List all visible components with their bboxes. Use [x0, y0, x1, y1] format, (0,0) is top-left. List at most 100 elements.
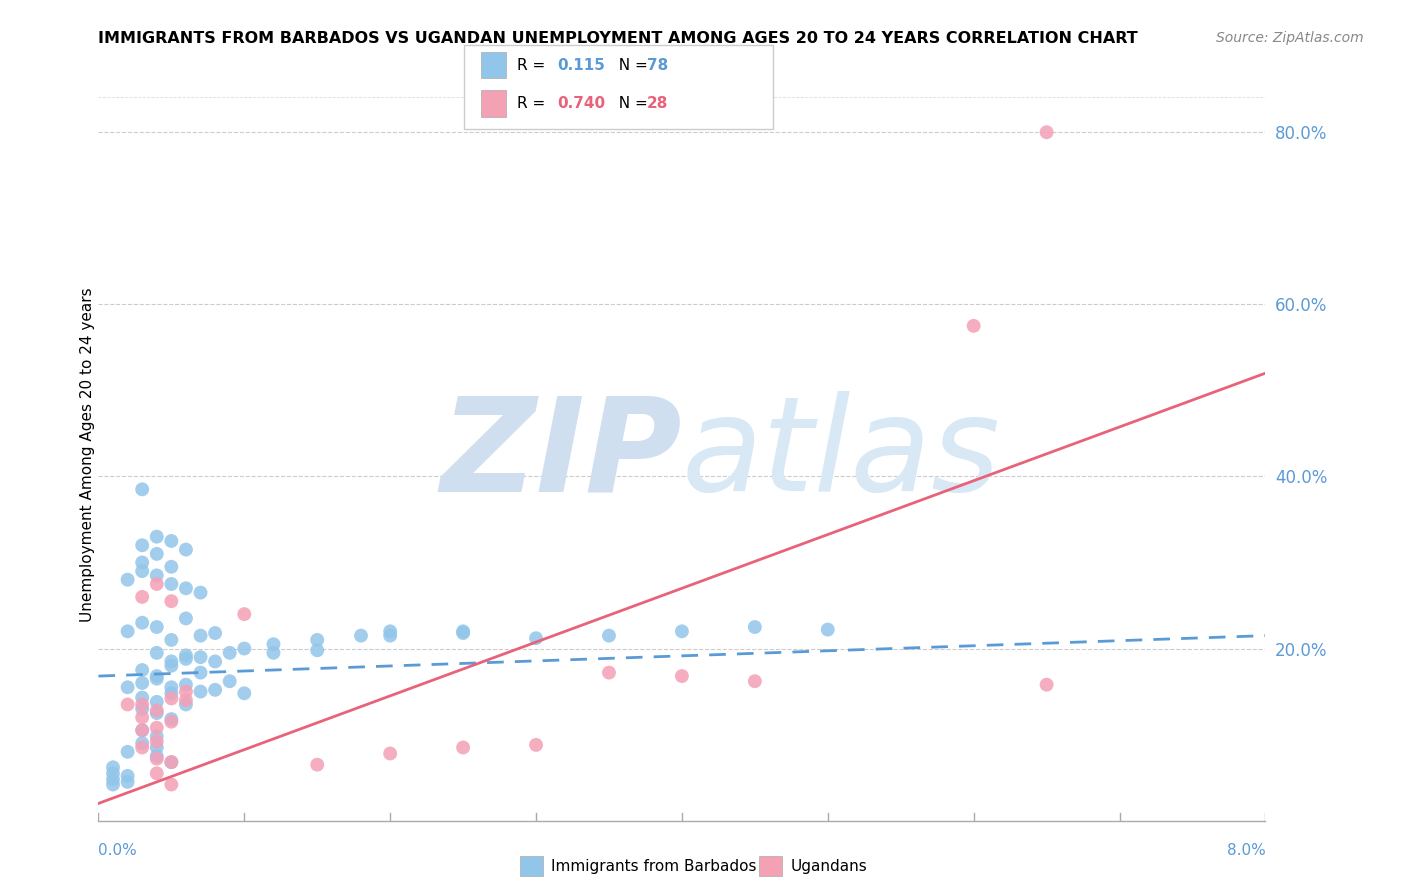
Point: [524, 631, 547, 645]
Point: [131, 676, 153, 690]
Text: R =: R =: [517, 95, 551, 111]
Point: [160, 577, 183, 591]
Point: [101, 772, 124, 787]
Point: [451, 624, 474, 639]
Point: [146, 577, 169, 591]
Point: [101, 766, 124, 780]
Text: N =: N =: [609, 95, 652, 111]
Point: [262, 646, 284, 660]
Point: [671, 669, 693, 683]
Point: [131, 736, 153, 750]
Text: 8.0%: 8.0%: [1226, 843, 1265, 858]
Point: [101, 760, 124, 774]
Point: [233, 641, 256, 656]
Point: [1035, 678, 1057, 692]
Point: [160, 658, 183, 673]
Point: [174, 542, 197, 557]
Point: [131, 538, 153, 552]
Point: [174, 698, 197, 712]
Point: [598, 629, 620, 643]
Point: [174, 648, 197, 663]
Point: [117, 775, 139, 789]
Point: [160, 714, 183, 729]
Point: [146, 646, 169, 660]
Point: [451, 740, 474, 755]
Point: [146, 669, 169, 683]
Point: [146, 729, 169, 743]
Text: ZIP: ZIP: [440, 392, 682, 518]
Point: [160, 655, 183, 669]
Text: 0.115: 0.115: [557, 58, 605, 72]
Point: [204, 655, 226, 669]
Point: [160, 559, 183, 574]
Point: [262, 637, 284, 651]
Text: Source: ZipAtlas.com: Source: ZipAtlas.com: [1216, 31, 1364, 45]
Point: [117, 745, 139, 759]
Point: [204, 626, 226, 640]
Point: [146, 721, 169, 735]
Point: [101, 777, 124, 791]
Point: [160, 594, 183, 608]
Point: [174, 684, 197, 698]
Text: atlas: atlas: [682, 392, 1001, 518]
Point: [1035, 125, 1057, 139]
Point: [131, 663, 153, 677]
Point: [160, 755, 183, 769]
Point: [190, 665, 212, 680]
Point: [233, 686, 256, 700]
Point: [190, 650, 212, 665]
Point: [146, 568, 169, 582]
Point: [174, 582, 197, 596]
Point: [174, 693, 197, 707]
Point: [146, 734, 169, 748]
Point: [671, 624, 693, 639]
Point: [307, 757, 329, 772]
Point: [744, 620, 766, 634]
Point: [174, 678, 197, 692]
Point: [131, 740, 153, 755]
Point: [307, 643, 329, 657]
Point: [962, 318, 984, 333]
Point: [117, 573, 139, 587]
Point: [117, 680, 139, 694]
Point: [451, 626, 474, 640]
Point: [131, 723, 153, 738]
Point: [146, 547, 169, 561]
Point: [307, 632, 329, 647]
Point: [146, 704, 169, 718]
Text: 28: 28: [647, 95, 668, 111]
Point: [378, 747, 402, 761]
Point: [146, 752, 169, 766]
Point: [146, 766, 169, 780]
Point: [174, 611, 197, 625]
Point: [146, 706, 169, 720]
Text: 78: 78: [647, 58, 668, 72]
Text: Immigrants from Barbados: Immigrants from Barbados: [551, 859, 756, 873]
Point: [117, 698, 139, 712]
Point: [117, 769, 139, 783]
Point: [160, 755, 183, 769]
Point: [160, 680, 183, 694]
Text: 0.740: 0.740: [557, 95, 605, 111]
Y-axis label: Unemployment Among Ages 20 to 24 years: Unemployment Among Ages 20 to 24 years: [80, 287, 94, 623]
Point: [146, 749, 169, 764]
Point: [160, 632, 183, 647]
Point: [204, 682, 226, 697]
Point: [598, 665, 620, 680]
Point: [131, 710, 153, 724]
Point: [131, 698, 153, 712]
Point: [233, 607, 256, 621]
Point: [160, 691, 183, 706]
Point: [378, 624, 402, 639]
Text: N =: N =: [609, 58, 652, 72]
Text: Ugandans: Ugandans: [790, 859, 868, 873]
Point: [190, 684, 212, 698]
Point: [190, 585, 212, 599]
Point: [146, 740, 169, 755]
Text: IMMIGRANTS FROM BARBADOS VS UGANDAN UNEMPLOYMENT AMONG AGES 20 TO 24 YEARS CORRE: IMMIGRANTS FROM BARBADOS VS UGANDAN UNEM…: [98, 31, 1139, 46]
Point: [817, 623, 839, 637]
Point: [131, 690, 153, 705]
Point: [131, 615, 153, 630]
Text: R =: R =: [517, 58, 551, 72]
Point: [160, 686, 183, 700]
